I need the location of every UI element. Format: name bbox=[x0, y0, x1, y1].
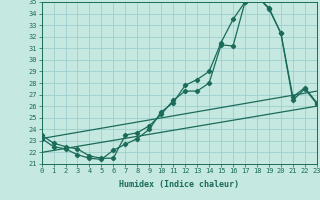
X-axis label: Humidex (Indice chaleur): Humidex (Indice chaleur) bbox=[119, 180, 239, 189]
